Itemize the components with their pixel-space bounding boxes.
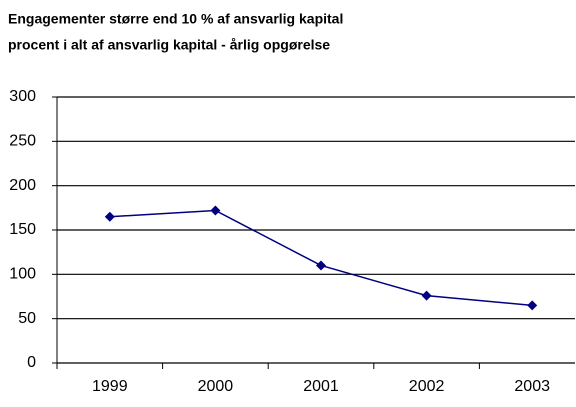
- data-marker: [210, 205, 221, 216]
- data-marker: [316, 260, 326, 271]
- data-marker: [421, 290, 432, 301]
- chart-subtitle: procent i alt af ansvarlig kapital - årl…: [8, 37, 330, 53]
- y-tick-label: 300: [9, 88, 36, 105]
- x-tick-label: 2000: [198, 378, 234, 395]
- x-tick-label: 2003: [514, 378, 550, 395]
- x-tick-label: 1999: [92, 378, 128, 395]
- data-line: [109, 209, 533, 307]
- y-tick-label: 200: [9, 177, 36, 194]
- y-tick-label: 150: [9, 221, 36, 238]
- y-tick-label: 0: [27, 354, 36, 371]
- data-marker: [104, 211, 115, 222]
- chart-title: Engagementer større end 10 % af ansvarli…: [8, 11, 343, 27]
- y-tick-label: 100: [9, 266, 36, 283]
- x-tick-label: 2002: [409, 378, 445, 395]
- x-tick-label: 2001: [303, 378, 339, 395]
- data-marker: [527, 300, 538, 311]
- y-tick-label: 50: [18, 310, 36, 327]
- y-tick-label: 250: [9, 133, 36, 150]
